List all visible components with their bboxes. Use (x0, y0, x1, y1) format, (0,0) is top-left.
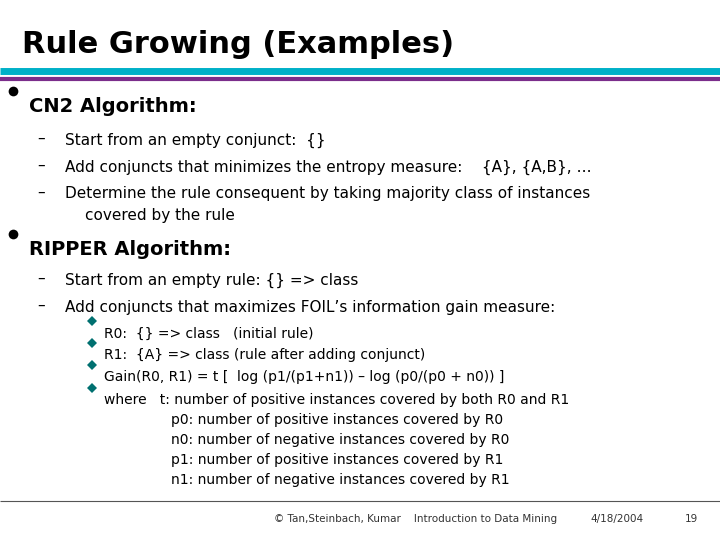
Text: –: – (37, 185, 45, 200)
Text: where   t: number of positive instances covered by both R0 and R1: where t: number of positive instances co… (104, 393, 570, 407)
Text: Start from an empty rule: {} => class: Start from an empty rule: {} => class (65, 273, 358, 288)
Text: –: – (37, 131, 45, 146)
Text: R0:  {} => class   (initial rule): R0: {} => class (initial rule) (104, 327, 314, 341)
Text: n1: number of negative instances covered by R1: n1: number of negative instances covered… (171, 473, 510, 487)
Text: p0: number of positive instances covered by R0: p0: number of positive instances covered… (171, 413, 503, 427)
Text: n0: number of negative instances covered by R0: n0: number of negative instances covered… (171, 433, 510, 447)
Text: R1:  {A} => class (rule after adding conjunct): R1: {A} => class (rule after adding conj… (104, 348, 426, 362)
Text: Add conjuncts that minimizes the entropy measure:    {A}, {A,B}, …: Add conjuncts that minimizes the entropy… (65, 159, 591, 174)
Text: –: – (37, 158, 45, 173)
Text: 19: 19 (685, 515, 698, 524)
Text: 4/18/2004: 4/18/2004 (590, 515, 644, 524)
Text: Add conjuncts that maximizes FOIL’s information gain measure:: Add conjuncts that maximizes FOIL’s info… (65, 300, 555, 315)
Text: –: – (37, 271, 45, 286)
Text: RIPPER Algorithm:: RIPPER Algorithm: (29, 240, 231, 259)
Text: –: – (37, 298, 45, 313)
Text: covered by the rule: covered by the rule (85, 208, 235, 223)
Text: Rule Growing (Examples): Rule Growing (Examples) (22, 30, 454, 59)
Text: Start from an empty conjunct:  {}: Start from an empty conjunct: {} (65, 132, 325, 147)
Text: p1: number of positive instances covered by R1: p1: number of positive instances covered… (171, 453, 504, 467)
Text: © Tan,Steinbach, Kumar    Introduction to Data Mining: © Tan,Steinbach, Kumar Introduction to D… (274, 515, 557, 524)
Text: CN2 Algorithm:: CN2 Algorithm: (29, 97, 197, 116)
Text: Gain(R0, R1) = t [  log (p1/(p1+n1)) – log (p0/(p0 + n0)) ]: Gain(R0, R1) = t [ log (p1/(p1+n1)) – lo… (104, 370, 505, 384)
Text: Determine the rule consequent by taking majority class of instances: Determine the rule consequent by taking … (65, 186, 590, 201)
